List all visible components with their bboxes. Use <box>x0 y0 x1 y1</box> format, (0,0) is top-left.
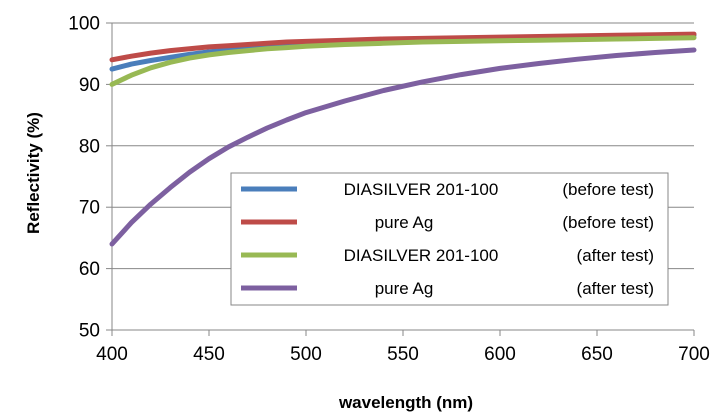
axes <box>106 22 695 336</box>
x-axis-title: wavelength (nm) <box>338 393 473 412</box>
y-tick-label: 50 <box>79 321 100 342</box>
series-line-2 <box>109 31 697 63</box>
legend-label-1: DIASILVER 201-100 <box>344 180 499 199</box>
legend-note-4: (after test) <box>577 279 654 298</box>
tick-labels: 50 60 70 80 90 100 400 450 500 550 600 650 700 <box>68 14 710 366</box>
y-axis-title: Reflectivity (%) <box>24 112 43 234</box>
x-tick-label: 650 <box>581 344 613 365</box>
series-lines <box>109 31 697 247</box>
y-tick-label: 100 <box>68 14 100 35</box>
x-tick-label: 450 <box>193 344 225 365</box>
legend-note-1: (before test) <box>562 180 654 199</box>
y-tick-label: 60 <box>79 259 100 280</box>
y-tick-label: 70 <box>79 198 100 219</box>
x-tick-label: 550 <box>387 344 419 365</box>
legend-label-3: DIASILVER 201-100 <box>344 246 499 265</box>
series-line-4 <box>109 47 697 247</box>
y-tick-label: 80 <box>79 136 100 157</box>
x-tick-label: 700 <box>678 344 710 365</box>
series-line-3 <box>109 35 697 87</box>
legend-note-3: (after test) <box>577 246 654 265</box>
legend-note-2: (before test) <box>562 213 654 232</box>
y-tick-label: 90 <box>79 75 100 96</box>
legend-label-4: pure Ag <box>375 279 434 298</box>
x-tick-label: 600 <box>484 344 516 365</box>
x-tick-label: 500 <box>290 344 322 365</box>
legend-box <box>230 172 669 306</box>
x-tick-label: 400 <box>96 344 128 365</box>
legend: DIASILVER 201-100 (before test) pure Ag (be… <box>230 172 669 306</box>
legend-label-2: pure Ag <box>375 213 434 232</box>
